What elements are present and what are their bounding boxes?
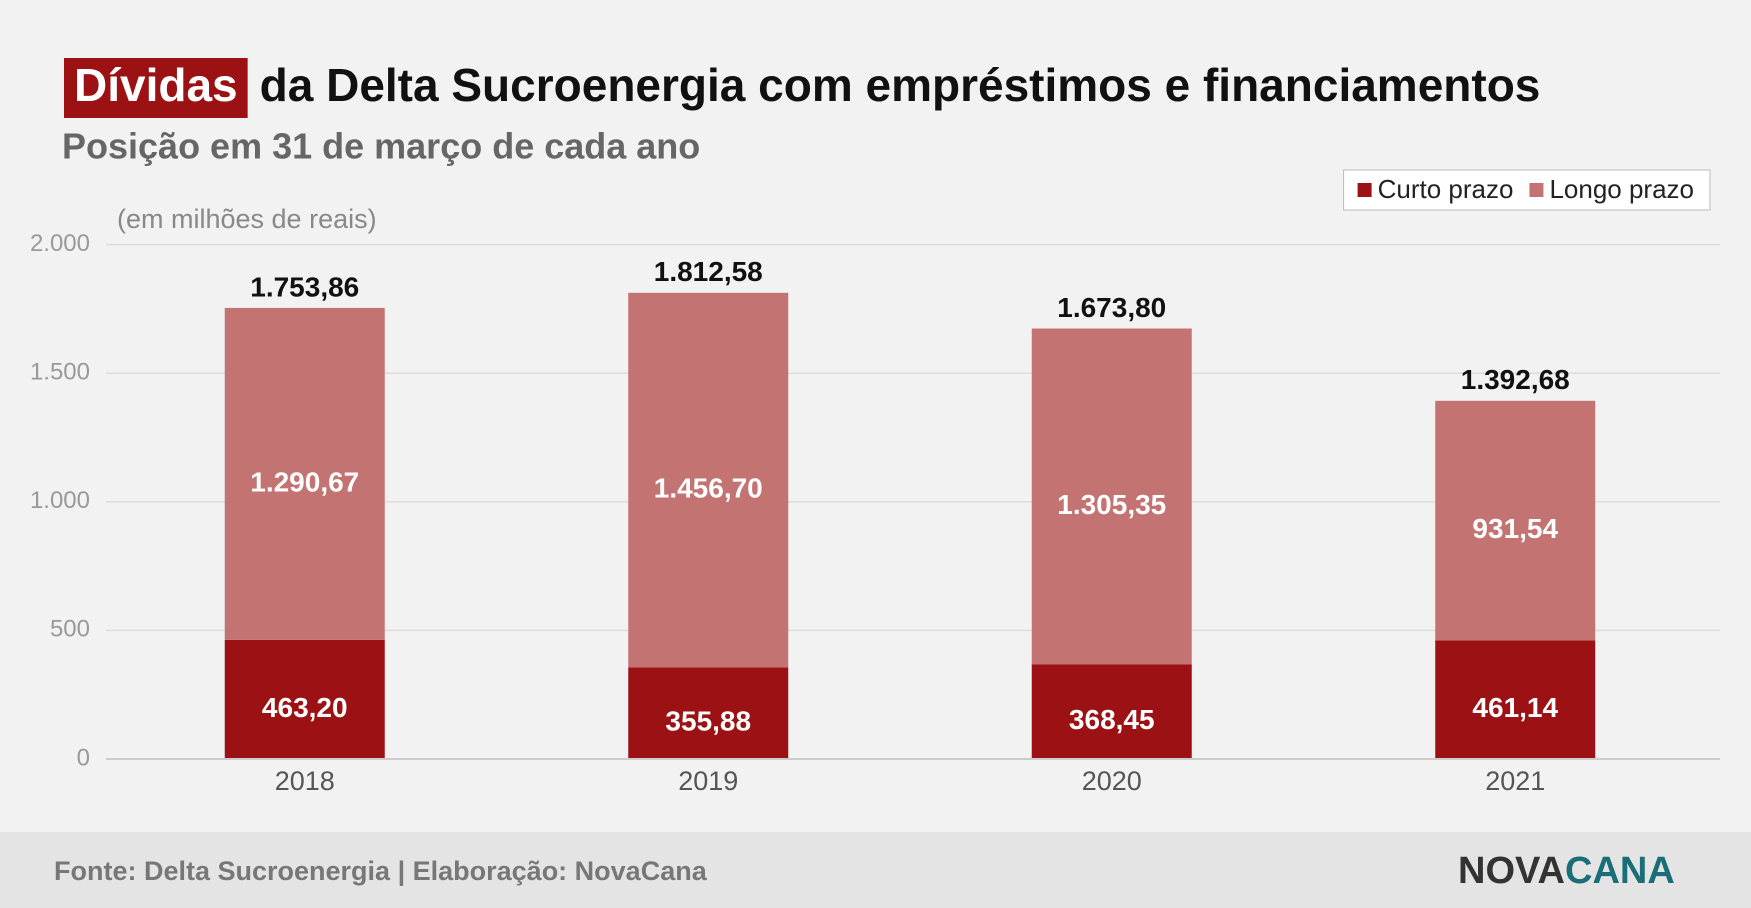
- bar-segment: [1435, 640, 1596, 759]
- bar-value-label: 931,54: [1472, 513, 1558, 544]
- bar-value-label: 463,20: [262, 692, 348, 723]
- bar-total-label: 1.812,58: [654, 256, 763, 287]
- bar-total-label: 1.673,80: [1057, 292, 1166, 323]
- chart-title: da Delta Sucroenergia com empréstimos e …: [260, 59, 1541, 111]
- bar-value-label: 368,45: [1069, 704, 1155, 735]
- legend-label: Longo prazo: [1549, 174, 1694, 204]
- bar-segment: [1031, 664, 1192, 759]
- chart-title-highlight: Dívidas: [74, 59, 238, 111]
- y-tick-label: 0: [77, 744, 90, 771]
- chart-subtitle: Posição em 31 de março de cada ano: [62, 126, 700, 167]
- y-tick-label: 1.500: [30, 359, 90, 386]
- bar-value-label: 355,88: [665, 706, 751, 737]
- bar-value-label: 1.456,70: [654, 473, 763, 504]
- legend-swatch: [1357, 183, 1372, 197]
- x-tick-label: 2020: [1082, 766, 1142, 796]
- bar-total-label: 1.392,68: [1461, 364, 1570, 395]
- x-tick-label: 2021: [1485, 766, 1545, 796]
- x-tick-label: 2018: [275, 766, 335, 796]
- x-tick-label: 2019: [678, 766, 738, 796]
- bar-segment: [628, 667, 789, 759]
- bar-segment: [224, 639, 385, 759]
- bar-value-label: 1.290,67: [250, 466, 359, 497]
- y-tick-label: 1.000: [30, 487, 90, 514]
- bar-segment: [1031, 328, 1192, 665]
- legend-box: [1343, 169, 1711, 211]
- y-tick-label: 500: [50, 616, 90, 643]
- y-axis-label: (em milhões de reais): [117, 204, 377, 234]
- logo-first: NOVA: [1458, 850, 1565, 892]
- bar-value-label: 461,14: [1472, 692, 1558, 723]
- bar-segment: [1435, 400, 1596, 641]
- title-highlight-box: [64, 58, 248, 118]
- legend-label: Curto prazo: [1378, 174, 1514, 204]
- footer-band: [0, 832, 1751, 908]
- bar-segment: [628, 292, 789, 668]
- bar-segment: [224, 307, 385, 640]
- logo-second: CANA: [1565, 850, 1675, 892]
- y-tick-label: 2.000: [30, 230, 90, 257]
- bar-value-label: 1.305,35: [1057, 489, 1166, 520]
- bar-total-label: 1.753,86: [250, 271, 359, 302]
- legend-swatch: [1529, 183, 1544, 197]
- source: Fonte: Delta Sucroenergia | Elaboração: …: [54, 856, 708, 886]
